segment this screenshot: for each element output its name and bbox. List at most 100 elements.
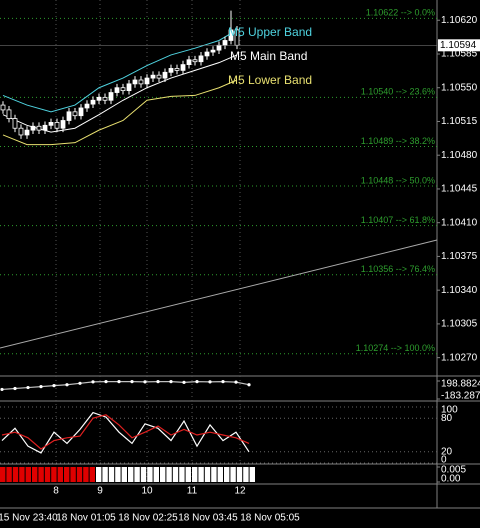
candle-body [102, 96, 108, 101]
histogram-bar [160, 467, 166, 482]
candle-body [144, 77, 150, 85]
histogram-bar [102, 467, 108, 482]
histogram-bar [89, 467, 95, 482]
histogram-bar [44, 467, 51, 482]
candle-body [24, 129, 30, 136]
candle-body [132, 79, 138, 85]
histogram-bar [38, 467, 44, 482]
candle-body [66, 111, 72, 121]
histogram-bar [128, 467, 134, 482]
trend-line [0, 239, 438, 349]
candle-body [114, 87, 120, 93]
histogram-bar [32, 467, 38, 482]
indicator-dot [0, 387, 4, 392]
candle-body [216, 44, 222, 51]
histogram-bar [236, 467, 243, 482]
histogram-bar [224, 467, 230, 482]
fib-label: 1.10407 --> 61.8% [361, 215, 435, 225]
histogram-bar [172, 467, 179, 482]
x-tick-label: 8 [53, 486, 59, 497]
candle-body [96, 96, 102, 101]
indicator-dot [143, 380, 147, 384]
histogram-bar [64, 467, 70, 482]
histogram-bar [6, 467, 12, 482]
candle-body [84, 103, 90, 109]
histogram-bar [25, 467, 31, 482]
fib-label: 1.10540 --> 23.6% [361, 87, 435, 97]
y-tick-label: 20 [441, 446, 453, 457]
x-tick-label: 10 [141, 486, 153, 497]
candle-body [174, 68, 180, 71]
indicator-dot [13, 386, 17, 391]
indicator-line [1, 381, 250, 391]
indicator-dot [247, 383, 251, 387]
histogram-bar [198, 467, 204, 482]
indicator-dot [182, 380, 186, 384]
histogram-bar [179, 467, 185, 482]
histogram-bar [108, 467, 115, 482]
x-tick-label: 12 [234, 486, 246, 497]
indicator-dot [26, 385, 30, 390]
y-tick-label: 80 [441, 413, 453, 424]
histogram-bar [140, 467, 147, 482]
candle-body [186, 59, 192, 65]
candle-body [150, 74, 156, 79]
indicator-dot [65, 383, 69, 387]
candle-body [18, 127, 24, 136]
indicator-dot [156, 380, 160, 384]
candle-body [48, 122, 54, 126]
y-tick-label: 0.00 [441, 474, 461, 485]
histogram-bar [249, 467, 255, 482]
histogram-bar [147, 467, 153, 482]
candle-body [210, 49, 216, 53]
fib-label: 1.10356 --> 76.4% [361, 264, 435, 274]
candle-body [192, 59, 198, 63]
candle-body [222, 40, 228, 46]
y-tick-label: 1.10515 [441, 116, 478, 127]
candle-body [60, 120, 66, 129]
last-price-box [438, 39, 480, 52]
indicator-dot [169, 380, 173, 384]
candle-body [36, 125, 42, 131]
histogram-bar [19, 467, 25, 482]
indicator-dot [91, 380, 95, 384]
histogram-bar [70, 467, 76, 482]
candle-body [90, 99, 96, 105]
band-legend: M5 Main Band [230, 49, 307, 63]
candle-body [12, 118, 18, 129]
histogram-bar [57, 467, 63, 482]
indicator-dot [221, 380, 225, 384]
candle-body [126, 83, 132, 92]
y-tick-label: 1.10445 [441, 184, 478, 195]
indicator-dot [208, 380, 212, 384]
y-tick-label: 1.10305 [441, 319, 478, 330]
y-tick-label: 100 [441, 405, 458, 416]
indicator-dot [234, 380, 238, 384]
indicator-dot [117, 380, 121, 384]
y-tick-label: 1.10410 [441, 217, 478, 228]
x-tick-label: 11 [187, 486, 198, 497]
candle-body [204, 51, 210, 57]
histogram-bar [96, 467, 102, 482]
y-tick-label: 1.10270 [441, 352, 478, 363]
indicator-dot [39, 384, 43, 389]
candle-body [198, 55, 204, 63]
y-tick-label: 1.10340 [441, 285, 478, 296]
band-legend: M5 Upper Band [228, 25, 312, 39]
histogram-bar [217, 467, 223, 482]
candle-body [162, 71, 168, 79]
band-legend: M5 Lower Band [228, 73, 312, 87]
y-tick-label: 1.10375 [441, 251, 478, 262]
candle-body [30, 125, 36, 131]
y-tick-label: 1.10585 [441, 49, 478, 60]
y-tick-label: 1.10550 [441, 82, 478, 93]
y-tick-label: 1.10620 [441, 15, 478, 26]
y-tick-label: 1.10480 [441, 150, 478, 161]
band-line [2, 29, 238, 113]
indicator-dot [78, 381, 82, 385]
histogram-bar [204, 467, 211, 482]
histogram-bar [230, 467, 236, 482]
indicator-dot [104, 380, 108, 384]
time-label: 18 Nov 01:05 [56, 513, 116, 524]
